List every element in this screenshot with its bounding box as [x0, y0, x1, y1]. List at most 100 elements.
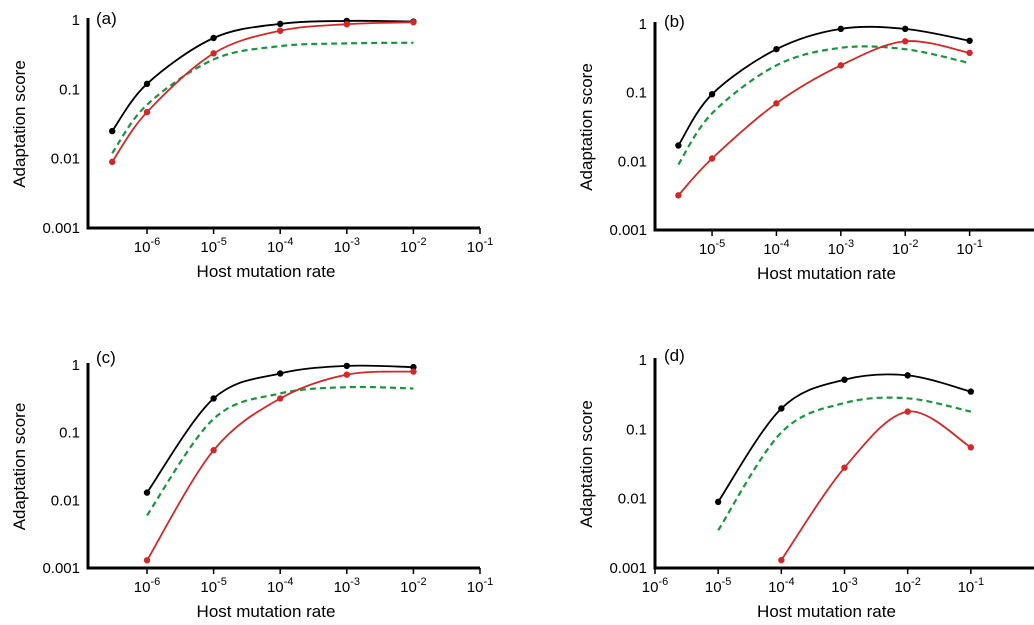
x-tick-label: 10-6 — [134, 236, 160, 256]
data-point — [277, 370, 284, 377]
x-tick-label: 10-5 — [200, 576, 226, 596]
y-tick-label: 0.001 — [609, 560, 647, 577]
data-point — [108, 127, 116, 135]
series-line — [146, 385, 414, 516]
y-tick-label: 0.01 — [51, 492, 80, 509]
data-point — [143, 108, 151, 116]
y-tick-label: 0.001 — [42, 560, 80, 577]
panel-c: 10-6 10-5 10-4 10-3 10-2 10-1 1 0.1 0.01 0.001 Hos… — [10, 348, 493, 621]
y-tick-label: 0.1 — [626, 85, 647, 102]
panel-label: (a) — [96, 9, 117, 28]
data-point — [778, 556, 785, 564]
data-point — [904, 408, 911, 415]
series-red — [675, 38, 973, 199]
axes: 10-5 10-4 10-3 10-2 10-1 1 0.1 0.01 0.001 — [609, 16, 1034, 258]
series-line — [111, 21, 414, 163]
data-point — [714, 498, 722, 506]
y-tick-label: 0.01 — [618, 491, 647, 508]
x-tick-label: 10-4 — [267, 236, 293, 256]
panel-label: (d) — [664, 346, 685, 365]
data-point — [902, 25, 909, 33]
y-axis-label: Adaptation score — [10, 60, 29, 188]
data-point — [837, 25, 845, 33]
series-line — [717, 396, 972, 531]
data-point — [277, 27, 284, 34]
series-black — [714, 372, 975, 506]
x-tick-label: 10-1 — [956, 238, 982, 258]
y-axis-label: Adaptation score — [10, 403, 29, 531]
data-point — [210, 50, 217, 57]
axes: 10-6 10-5 10-4 10-3 10-2 10-1 1 0.1 0.01 0.001 — [42, 357, 493, 596]
axes: 10-6 10-5 10-4 10-3 10-2 10-1 1 0.1 0.01 0.001 — [609, 352, 1034, 596]
series-line — [677, 25, 970, 147]
panel-label: (b) — [664, 12, 685, 31]
series-line — [677, 45, 970, 166]
x-tick-label: 10-2 — [400, 236, 426, 256]
x-tick-label: 10-4 — [267, 576, 293, 596]
series-line — [780, 410, 972, 561]
data-point — [277, 395, 284, 402]
data-point — [210, 395, 217, 402]
x-tick-label: 10-3 — [831, 576, 857, 596]
data-point — [108, 158, 116, 166]
x-tick-label: 10-5 — [200, 236, 226, 256]
data-point — [343, 20, 351, 28]
y-tick-label: 0.1 — [59, 81, 80, 98]
y-tick-label: 1 — [639, 352, 647, 369]
series-black — [143, 362, 417, 496]
data-point — [675, 192, 682, 199]
series-green-dashed — [111, 41, 414, 154]
data-point — [143, 80, 151, 88]
data-point — [210, 34, 217, 42]
series-line — [146, 364, 414, 494]
series-red — [143, 368, 417, 564]
series-green-dashed — [677, 45, 970, 166]
series-black — [675, 25, 973, 149]
data-point — [967, 444, 975, 451]
series-green-dashed — [146, 385, 414, 516]
data-point — [410, 368, 417, 375]
panel-label: (c) — [96, 348, 116, 367]
y-tick-label: 1 — [72, 12, 80, 29]
x-tick-label: 10-5 — [705, 576, 731, 596]
x-axis-label: Host mutation rate — [197, 262, 336, 281]
series-line — [677, 40, 970, 196]
x-tick-label: 10-4 — [768, 576, 794, 596]
x-tick-label: 10-6 — [134, 576, 160, 596]
x-tick-label: 10-2 — [894, 576, 920, 596]
data-point — [966, 37, 973, 44]
x-axis-label: Host mutation rate — [757, 602, 896, 621]
data-point — [277, 20, 284, 28]
x-tick-label: 10-6 — [642, 576, 668, 596]
data-point — [143, 557, 151, 564]
data-point — [675, 142, 682, 149]
data-point — [708, 90, 716, 98]
y-tick-label: 0.001 — [42, 220, 80, 237]
panel-a: 10-6 10-5 10-4 10-3 10-2 10-1 1 0.1 0.01 0.001 Hos… — [10, 9, 493, 281]
x-tick-label: 10-3 — [334, 576, 360, 596]
data-point — [902, 38, 909, 45]
data-point — [343, 362, 351, 370]
x-tick-label: 10-1 — [467, 576, 493, 596]
series-red — [108, 18, 417, 166]
data-point — [410, 18, 417, 26]
x-axis-label: Host mutation rate — [197, 602, 336, 621]
x-tick-label: 10-4 — [763, 238, 789, 258]
data-point — [410, 363, 417, 371]
data-point — [143, 489, 151, 496]
x-tick-label: 10-3 — [334, 236, 360, 256]
data-point — [778, 405, 785, 412]
x-tick-label: 10-3 — [828, 238, 854, 258]
series-line — [111, 19, 414, 132]
x-tick-label: 10-2 — [892, 238, 918, 258]
panel-b: 10-5 10-4 10-3 10-2 10-1 1 0.1 0.01 0.001 Host mu… — [577, 12, 1034, 283]
x-tick-label: 10-1 — [467, 236, 493, 256]
series-line — [717, 373, 972, 503]
y-tick-label: 0.01 — [51, 151, 80, 168]
series-line — [146, 370, 414, 561]
y-tick-label: 0.001 — [609, 222, 647, 239]
data-point — [708, 155, 716, 162]
data-point — [967, 388, 975, 395]
data-point — [837, 62, 845, 69]
